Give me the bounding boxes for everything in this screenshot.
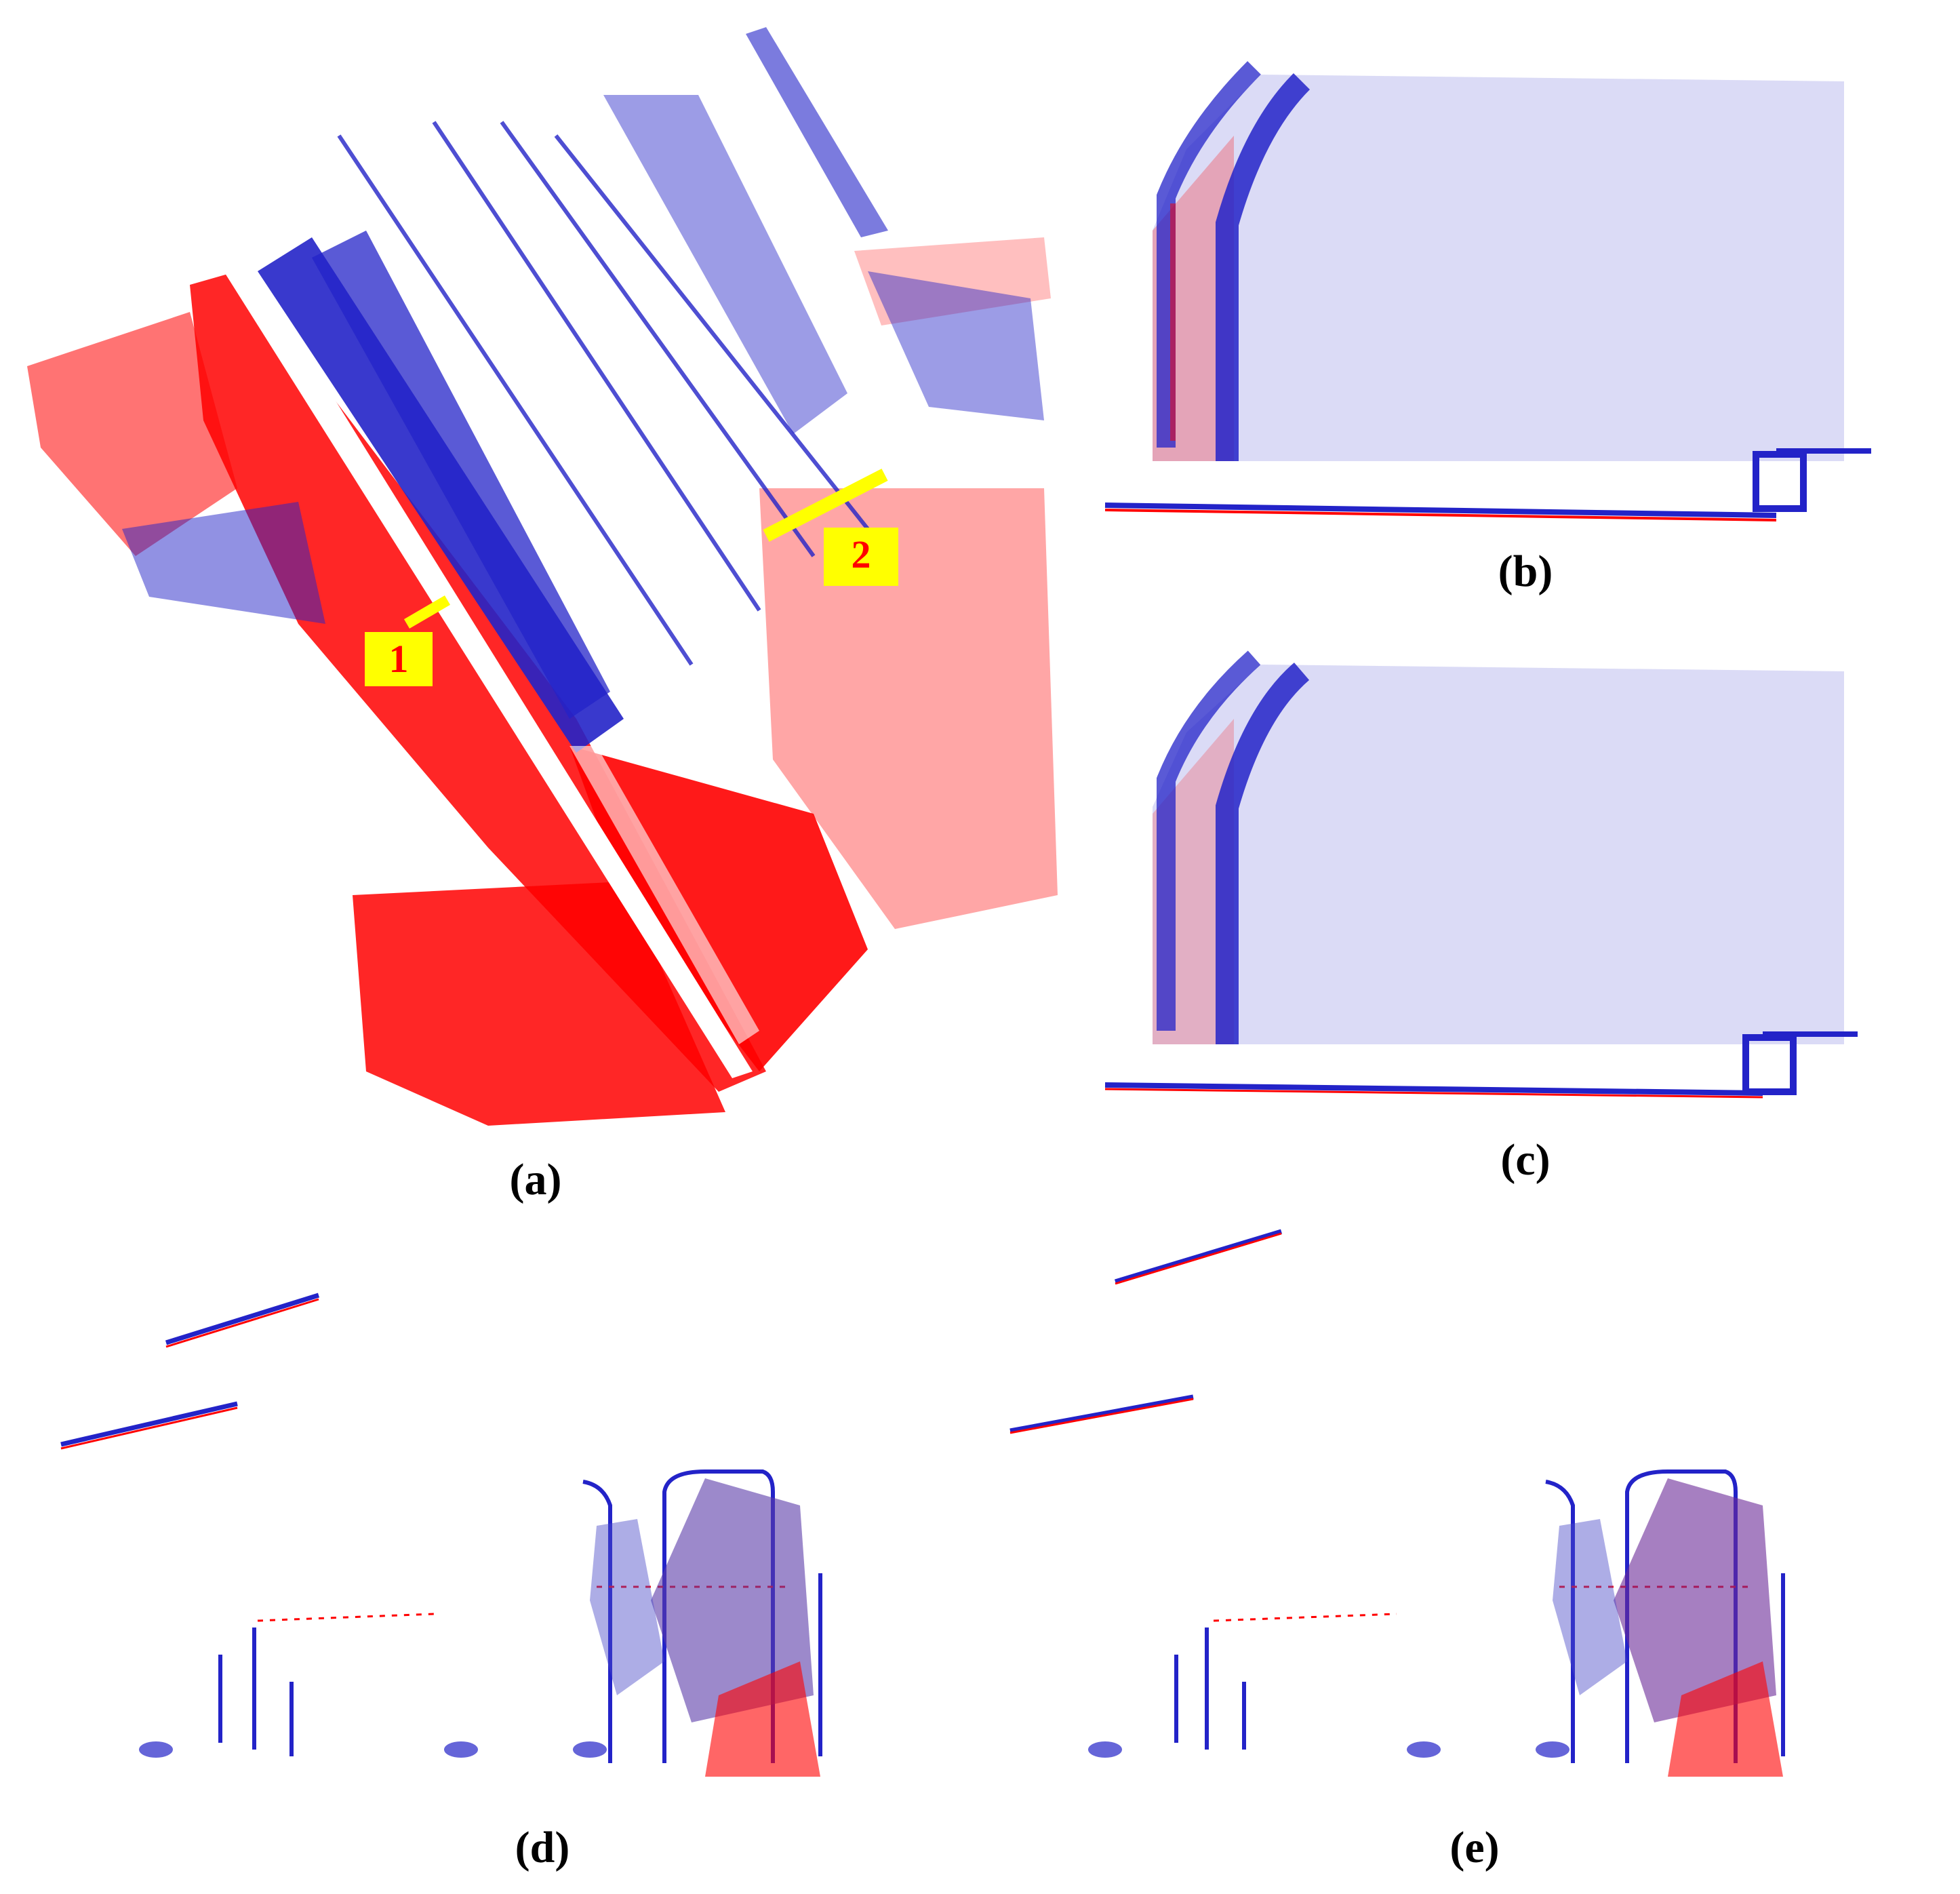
caption-e: (e) <box>1449 1823 1500 1872</box>
panel-c-facade-point-cloud <box>1098 637 1878 1105</box>
blue-lines <box>337 121 870 666</box>
facade-c-svg <box>1104 650 1858 1099</box>
panel-b-facade-point-cloud <box>1098 27 1878 529</box>
section-line-2 <box>763 469 888 542</box>
cross-section-d-svg <box>60 1293 822 1777</box>
panel-e-cross-section <box>1003 1207 1953 1783</box>
caption-b: (b) <box>1498 547 1553 596</box>
caption-c: (c) <box>1500 1135 1551 1185</box>
street-point-cloud-svg <box>27 27 1058 1126</box>
cross-section-e-svg <box>1009 1229 1785 1777</box>
marker-2: 2 <box>824 528 898 586</box>
facade-b-svg <box>1104 61 1871 521</box>
panel-d-cross-section <box>54 1221 976 1783</box>
marker-1: 1 <box>365 632 433 686</box>
caption-a: (a) <box>509 1155 562 1204</box>
section-line-1 <box>403 595 451 629</box>
caption-d: (d) <box>515 1823 570 1872</box>
blue-points <box>122 27 1044 753</box>
panel-a-street-point-cloud <box>14 14 1058 1132</box>
